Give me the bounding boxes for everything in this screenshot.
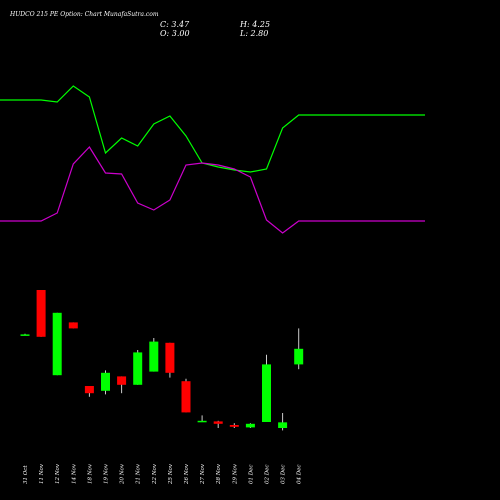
candle-body-5 (84, 386, 94, 394)
low-value: L: 2.80 (240, 29, 269, 38)
candle-body-11 (181, 381, 191, 413)
candle-body-2 (36, 290, 46, 337)
indicator-line-2 (0, 146, 425, 234)
candle-body-18 (294, 348, 304, 365)
candle-body-16 (262, 364, 271, 422)
open-value: O: 3.00 (160, 29, 190, 38)
x-tick-label: 27 Nov (200, 463, 206, 485)
candle-body-3 (52, 312, 62, 376)
indicator-line-1 (0, 85, 425, 173)
x-tick-label: 03 Dec (281, 465, 287, 485)
candle-body-7 (117, 376, 127, 385)
high-value: H: 4.25 (240, 20, 271, 29)
candle-body-4 (68, 322, 78, 329)
chart-title: HUDCO 215 PE Option: Chart MunafaSutra.c… (10, 11, 159, 18)
candle-body-12 (197, 420, 207, 423)
x-tick-label: 01 Dec (248, 465, 254, 485)
candle-body-14 (229, 425, 239, 427)
candle-body-15 (245, 423, 255, 428)
x-tick-label: 20 Nov (120, 463, 126, 485)
x-tick-label: 12 Nov (55, 463, 61, 484)
candle-body-17 (278, 422, 288, 428)
x-tick-label: 29 Nov (232, 463, 238, 485)
candle-body-1 (20, 334, 30, 336)
x-tick-label: 11 Nov (39, 463, 45, 484)
x-tick-label: 14 Nov (71, 463, 77, 484)
x-tick-label: 22 Nov (152, 463, 158, 485)
candle-body-13 (213, 421, 223, 424)
x-tick-label: 25 Nov (168, 463, 174, 485)
x-tick-label: 31 Oct (23, 465, 29, 484)
candle-body-8 (133, 352, 143, 385)
x-tick-label: 18 Nov (87, 463, 93, 484)
candle-body-9 (149, 341, 159, 372)
x-tick-label: 28 Nov (216, 463, 222, 485)
close-value: C: 3.47 (160, 20, 190, 29)
x-tick-label: 19 Nov (104, 463, 110, 484)
candle-body-10 (165, 342, 175, 373)
x-tick-label: 02 Dec (265, 465, 271, 485)
x-tick-label: 04 Dec (297, 465, 303, 485)
x-tick-label: 21 Nov (136, 463, 142, 485)
x-tick-label: 26 Nov (184, 463, 190, 485)
candle-body-6 (101, 372, 110, 391)
